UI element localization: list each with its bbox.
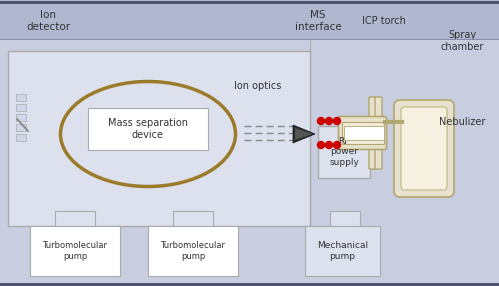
Text: MS
interface: MS interface [294, 10, 341, 32]
FancyBboxPatch shape [318, 126, 370, 178]
FancyBboxPatch shape [16, 114, 26, 121]
FancyBboxPatch shape [394, 100, 454, 197]
Text: Turbomolecular
pump: Turbomolecular pump [42, 241, 107, 261]
Bar [0, 0, 499, 40]
Text: Ion
detector: Ion detector [26, 10, 70, 32]
FancyBboxPatch shape [173, 211, 213, 226]
FancyBboxPatch shape [8, 51, 310, 226]
FancyBboxPatch shape [16, 124, 26, 131]
Circle shape [333, 142, 340, 148]
FancyBboxPatch shape [401, 107, 447, 190]
Circle shape [317, 118, 324, 124]
Text: Ion optics: Ion optics [235, 81, 282, 91]
FancyBboxPatch shape [344, 126, 384, 140]
Polygon shape [295, 128, 313, 140]
FancyBboxPatch shape [369, 97, 376, 169]
FancyBboxPatch shape [16, 94, 26, 101]
FancyBboxPatch shape [88, 108, 208, 150]
FancyBboxPatch shape [330, 211, 360, 226]
Text: Mechanical
pump: Mechanical pump [317, 241, 368, 261]
FancyBboxPatch shape [375, 97, 382, 169]
FancyBboxPatch shape [342, 122, 384, 144]
Text: RF
power
supply: RF power supply [329, 137, 359, 167]
Circle shape [317, 142, 324, 148]
FancyBboxPatch shape [402, 110, 446, 134]
Text: ICP torch: ICP torch [362, 16, 406, 26]
Circle shape [333, 118, 340, 124]
FancyBboxPatch shape [55, 211, 95, 226]
FancyBboxPatch shape [305, 226, 380, 276]
Text: Mass separation
device: Mass separation device [108, 118, 188, 140]
FancyBboxPatch shape [16, 134, 26, 141]
Circle shape [325, 142, 332, 148]
FancyBboxPatch shape [16, 104, 26, 111]
Text: Nebulizer: Nebulizer [439, 117, 485, 127]
Circle shape [325, 118, 332, 124]
Polygon shape [293, 125, 315, 143]
FancyBboxPatch shape [148, 226, 238, 276]
Text: Spray
chamber: Spray chamber [440, 30, 484, 52]
FancyBboxPatch shape [338, 116, 387, 150]
FancyBboxPatch shape [30, 226, 120, 276]
Text: Turbomolecular
pump: Turbomolecular pump [161, 241, 226, 261]
